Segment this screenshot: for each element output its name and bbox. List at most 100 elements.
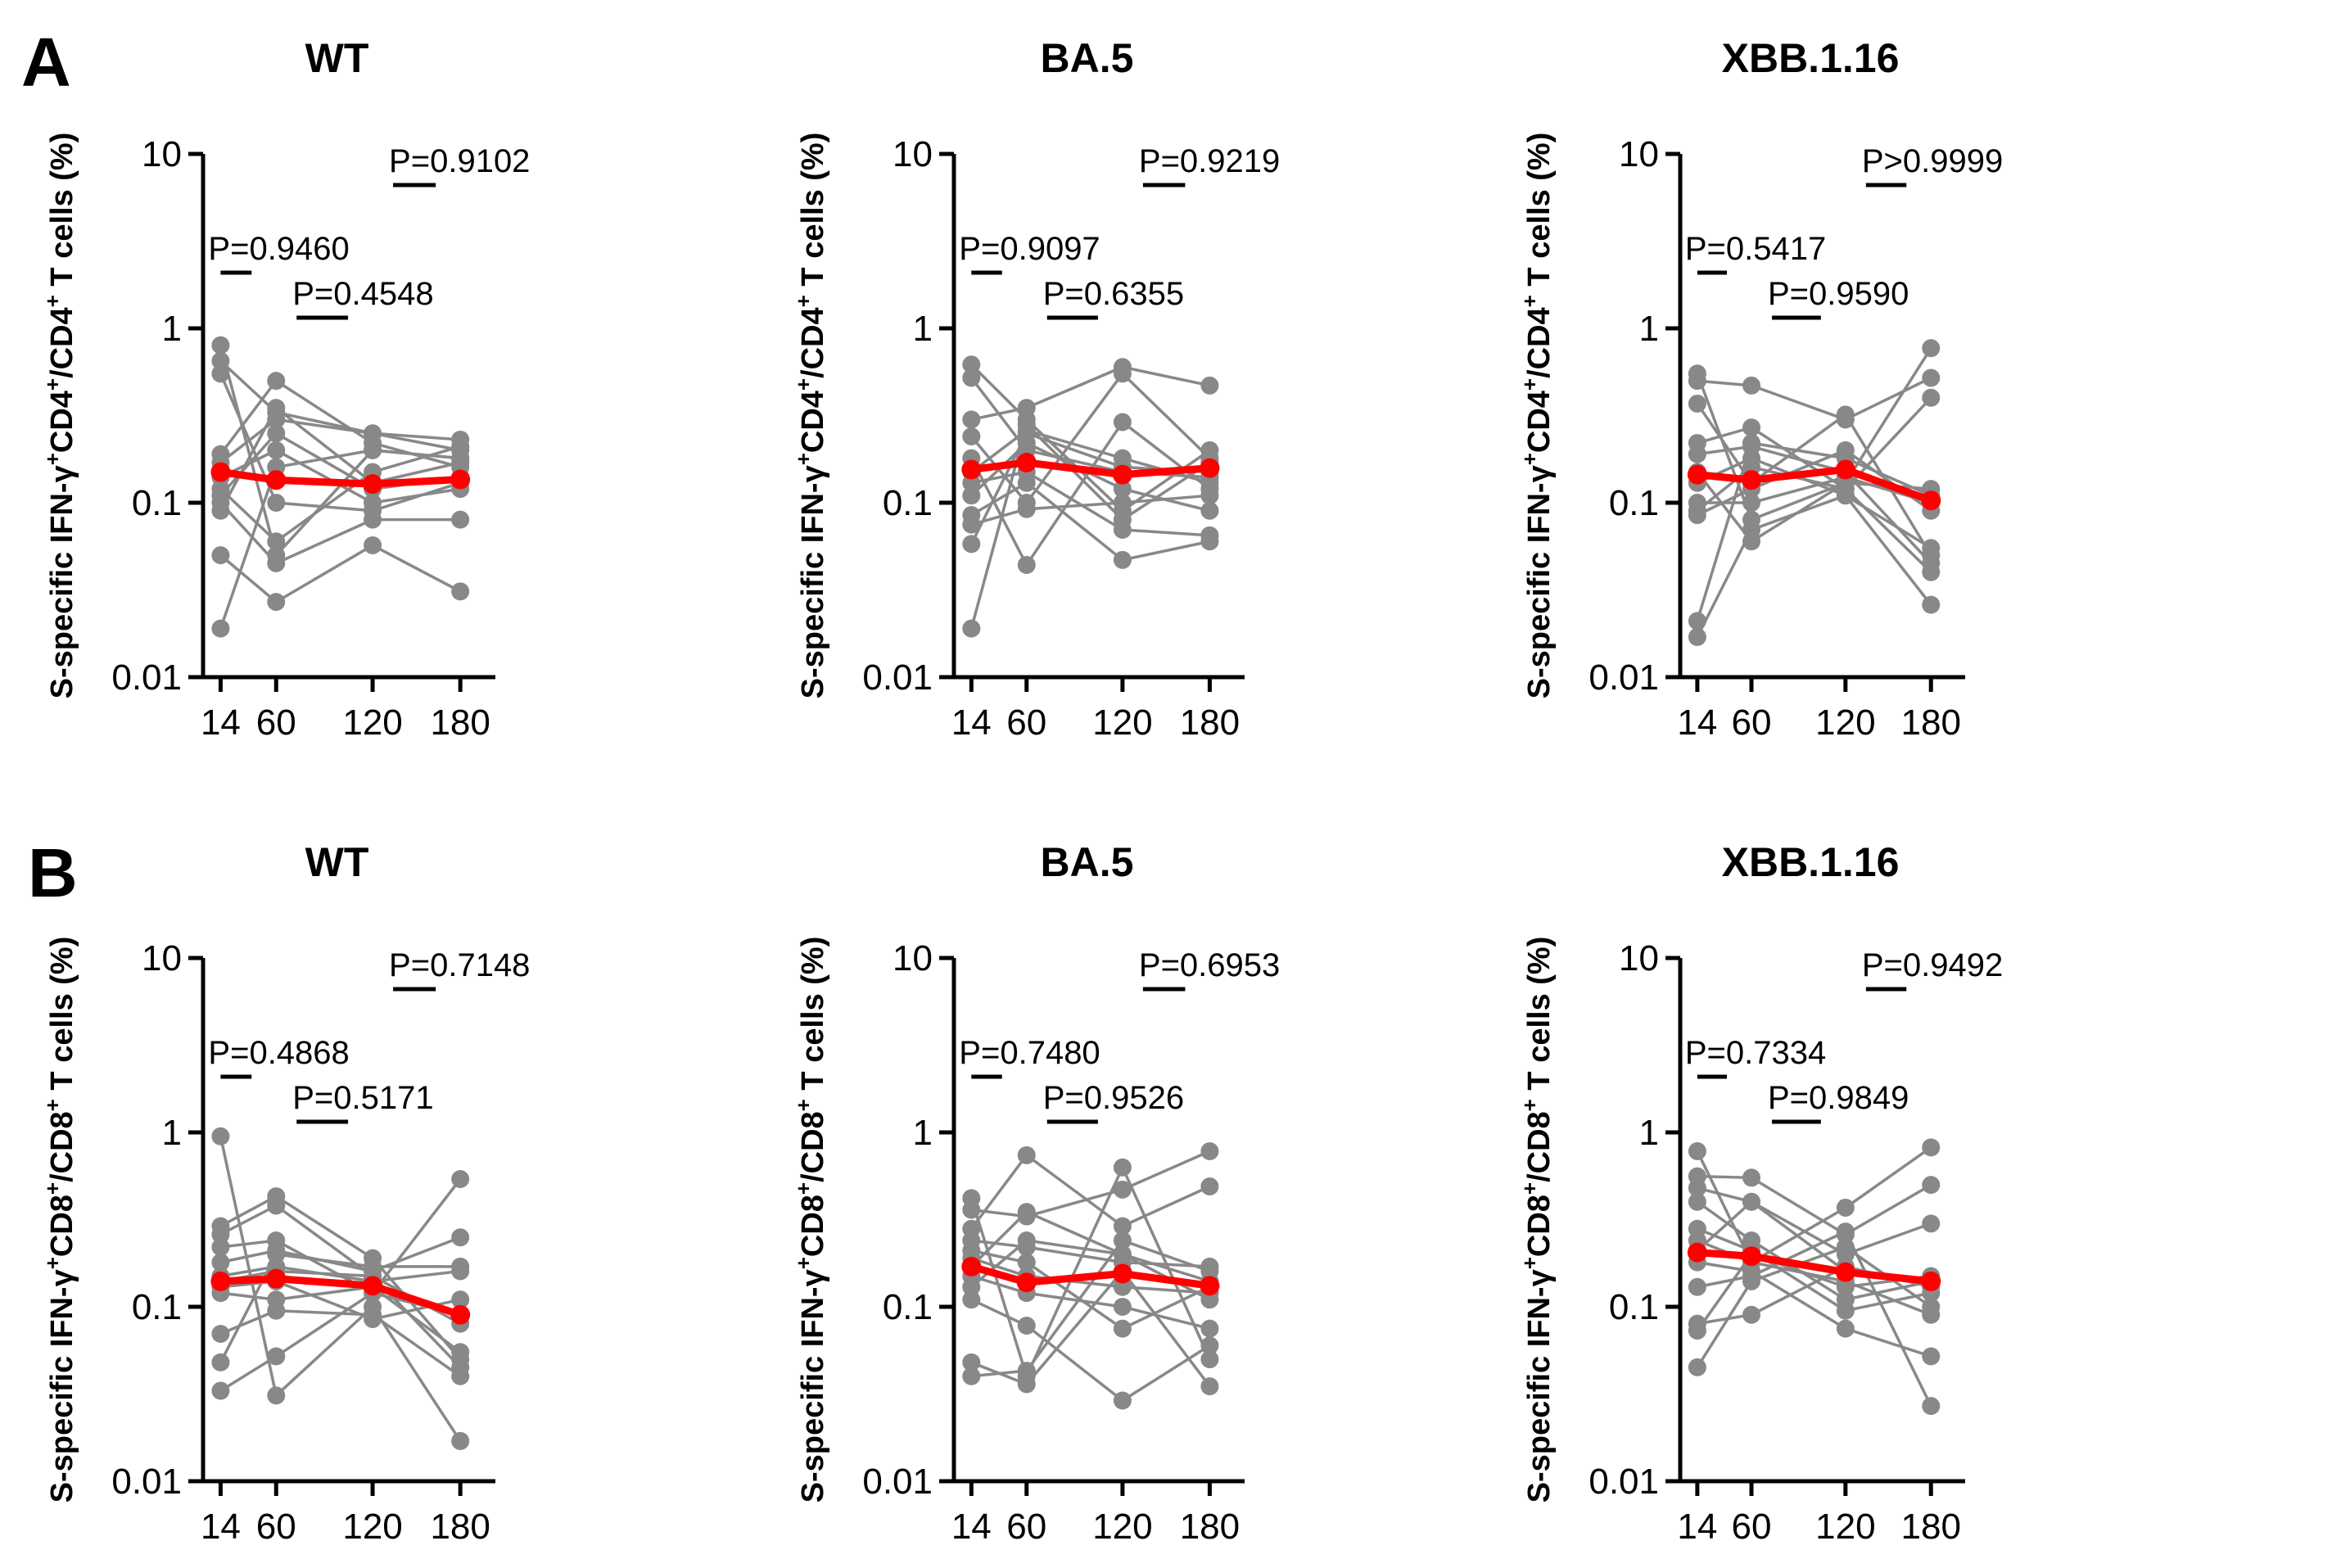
subject-point	[267, 1245, 286, 1263]
subject-point	[1922, 1298, 1941, 1316]
subject-line	[1697, 1186, 1932, 1256]
subject-point	[962, 368, 981, 387]
subject-line	[970, 481, 1210, 562]
x-tick-label: 60	[1006, 1507, 1046, 1547]
y-tick-label: 10	[893, 938, 933, 978]
subject-point	[1200, 501, 1219, 520]
subject-point	[1922, 388, 1941, 407]
x-tick-label: 120	[342, 1507, 402, 1547]
subject-point	[211, 1381, 230, 1400]
subject-point	[364, 1305, 382, 1324]
significance-label: P=0.9849	[1768, 1080, 1909, 1116]
y-tick-label: 0.1	[883, 483, 933, 523]
subject-point	[267, 1196, 286, 1215]
y-tick-label: 10	[142, 134, 182, 174]
significance-label: P=0.9102	[389, 143, 530, 179]
subject-point	[1688, 1277, 1706, 1296]
median-point	[1687, 1242, 1707, 1263]
subject-point	[267, 494, 286, 512]
subject-line	[219, 449, 461, 630]
x-tick-label: 120	[1815, 1507, 1875, 1547]
subject-point	[451, 1367, 470, 1385]
y-axis-label-part: S-specific IFN-γ	[45, 1269, 79, 1502]
median-point	[210, 1271, 231, 1291]
y-axis-label: S-specific IFN-γ+CD8+/CD8+ T cells (%)	[40, 937, 79, 1503]
significance-label: P=0.9590	[1768, 276, 1909, 312]
y-tick-label: 0.1	[1609, 483, 1659, 523]
significance-label: P>0.9999	[1862, 143, 2003, 179]
y-tick-label: 1	[913, 1113, 933, 1153]
x-tick-label: 14	[201, 703, 241, 743]
subject-point	[1017, 399, 1036, 418]
subject-point	[1836, 486, 1855, 505]
y-axis-label: S-specific IFN-γ+CD8+/CD8+ T cells (%)	[1517, 937, 1557, 1503]
subject-point	[1688, 372, 1706, 391]
x-tick-label: 180	[1180, 703, 1240, 743]
y-axis-label-part: CD8	[796, 1195, 830, 1257]
subject-point	[267, 1386, 286, 1405]
subject-point	[1922, 539, 1941, 558]
y-tick-label: 1	[1639, 309, 1659, 349]
subject-point	[451, 1228, 470, 1247]
subject-point	[364, 535, 382, 554]
subject-point	[1200, 1290, 1219, 1309]
chart-title: WT	[305, 839, 369, 885]
subject-line	[970, 494, 1210, 526]
subject-line	[1697, 1174, 1932, 1236]
median-point	[1112, 464, 1132, 485]
subject-point	[451, 1343, 470, 1362]
x-tick-label: 120	[342, 703, 402, 743]
y-tick-label: 0.01	[111, 1462, 182, 1502]
y-axis-label-part: CD4	[796, 391, 830, 453]
y-axis-label: S-specific IFN-γ+CD4+/CD4+ T cells (%)	[40, 133, 79, 699]
subject-point	[1017, 415, 1036, 434]
y-tick-label: 0.01	[111, 657, 182, 698]
subject-line	[219, 1136, 462, 1442]
subject-line	[1696, 465, 1932, 574]
subject-point	[1200, 1336, 1219, 1355]
significance-label: P=0.9492	[1862, 947, 2003, 983]
subject-point	[267, 1347, 286, 1366]
subject-point	[1200, 1319, 1219, 1338]
subject-point	[267, 424, 286, 443]
median-line	[1697, 465, 1932, 504]
subject-point	[211, 336, 230, 355]
subject-point	[1922, 368, 1941, 387]
y-axis-label-part: S-specific IFN-γ	[796, 465, 830, 698]
y-axis-label-part: T cells (%)	[796, 133, 830, 296]
subject-point	[962, 473, 981, 492]
subject-line	[220, 1285, 462, 1353]
median-point	[266, 1268, 287, 1289]
y-axis-label-part: S-specific IFN-γ	[1522, 1269, 1557, 1502]
subject-point	[1113, 494, 1132, 512]
subject-point	[1688, 1141, 1706, 1160]
subject-point	[267, 554, 286, 572]
subject-point	[1113, 1298, 1132, 1316]
median-point	[1742, 1246, 1761, 1267]
subject-point	[1200, 1350, 1219, 1369]
subject-point	[267, 441, 286, 459]
subject-line	[1697, 445, 1932, 565]
y-axis-label-part: CD4	[1522, 391, 1557, 453]
subject-point	[1742, 1192, 1760, 1211]
subject-point	[364, 424, 382, 443]
x-tick-label: 120	[1092, 1507, 1152, 1547]
subject-point	[1017, 1253, 1036, 1272]
subject-point	[1017, 555, 1036, 574]
subject-line	[219, 405, 461, 512]
subject-line	[219, 1308, 462, 1378]
subject-point	[1836, 1319, 1855, 1338]
median-line	[970, 1263, 1211, 1290]
subject-point	[1742, 1305, 1760, 1324]
y-axis-label: S-specific IFN-γ+CD4+/CD4+ T cells (%)	[791, 133, 830, 699]
subject-point	[1922, 1397, 1941, 1416]
subject-point	[1836, 405, 1855, 424]
y-axis-label-superscript: +	[791, 453, 816, 465]
subject-point	[1017, 499, 1036, 518]
subject-point	[962, 1353, 981, 1371]
y-tick-label: 10	[1619, 134, 1659, 174]
y-tick-label: 1	[162, 1113, 182, 1153]
subject-point	[1688, 1358, 1706, 1376]
y-axis-label: S-specific IFN-γ+CD4+/CD4+ T cells (%)	[1517, 133, 1557, 699]
